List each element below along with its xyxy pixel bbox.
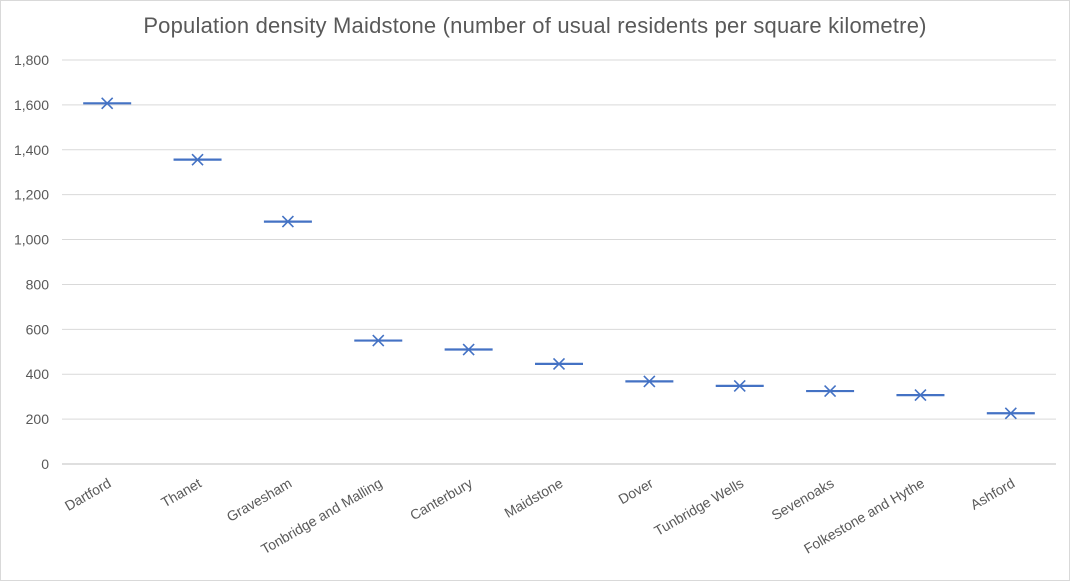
y-tick-label: 800 — [26, 276, 50, 292]
x-tick-label: Maidstone — [502, 475, 566, 521]
x-tick-label: Ashford — [968, 475, 1018, 513]
data-point — [914, 389, 927, 402]
x-tick-label: Tunbridge Wells — [651, 475, 746, 539]
data-point — [101, 97, 114, 110]
data-point — [733, 379, 746, 392]
data-point — [1004, 407, 1017, 420]
data-point — [191, 153, 204, 166]
data-point — [462, 343, 475, 356]
y-tick-label: 400 — [26, 366, 50, 382]
data-point — [552, 357, 566, 370]
x-tick-label: Dartford — [62, 475, 114, 514]
data-point — [824, 384, 837, 398]
x-tick-label: Canterbury — [407, 475, 475, 523]
x-tick-label: Sevenoaks — [769, 475, 837, 523]
y-tick-label: 0 — [41, 456, 49, 472]
y-tick-label: 600 — [26, 321, 50, 337]
x-tick-label: Thanet — [158, 475, 204, 511]
y-tick-label: 1,200 — [14, 187, 49, 203]
y-tick-label: 1,400 — [14, 142, 49, 158]
y-tick-label: 1,000 — [14, 232, 49, 248]
data-point — [643, 375, 656, 388]
x-tick-label: Dover — [616, 475, 657, 508]
chart-title: Population density Maidstone (number of … — [143, 13, 927, 38]
y-tick-label: 1,800 — [14, 52, 49, 68]
x-tick-label: Gravesham — [224, 475, 295, 525]
data-point — [372, 334, 385, 347]
y-tick-label: 1,600 — [14, 97, 49, 113]
data-point — [281, 215, 294, 228]
y-tick-label: 200 — [26, 411, 50, 427]
